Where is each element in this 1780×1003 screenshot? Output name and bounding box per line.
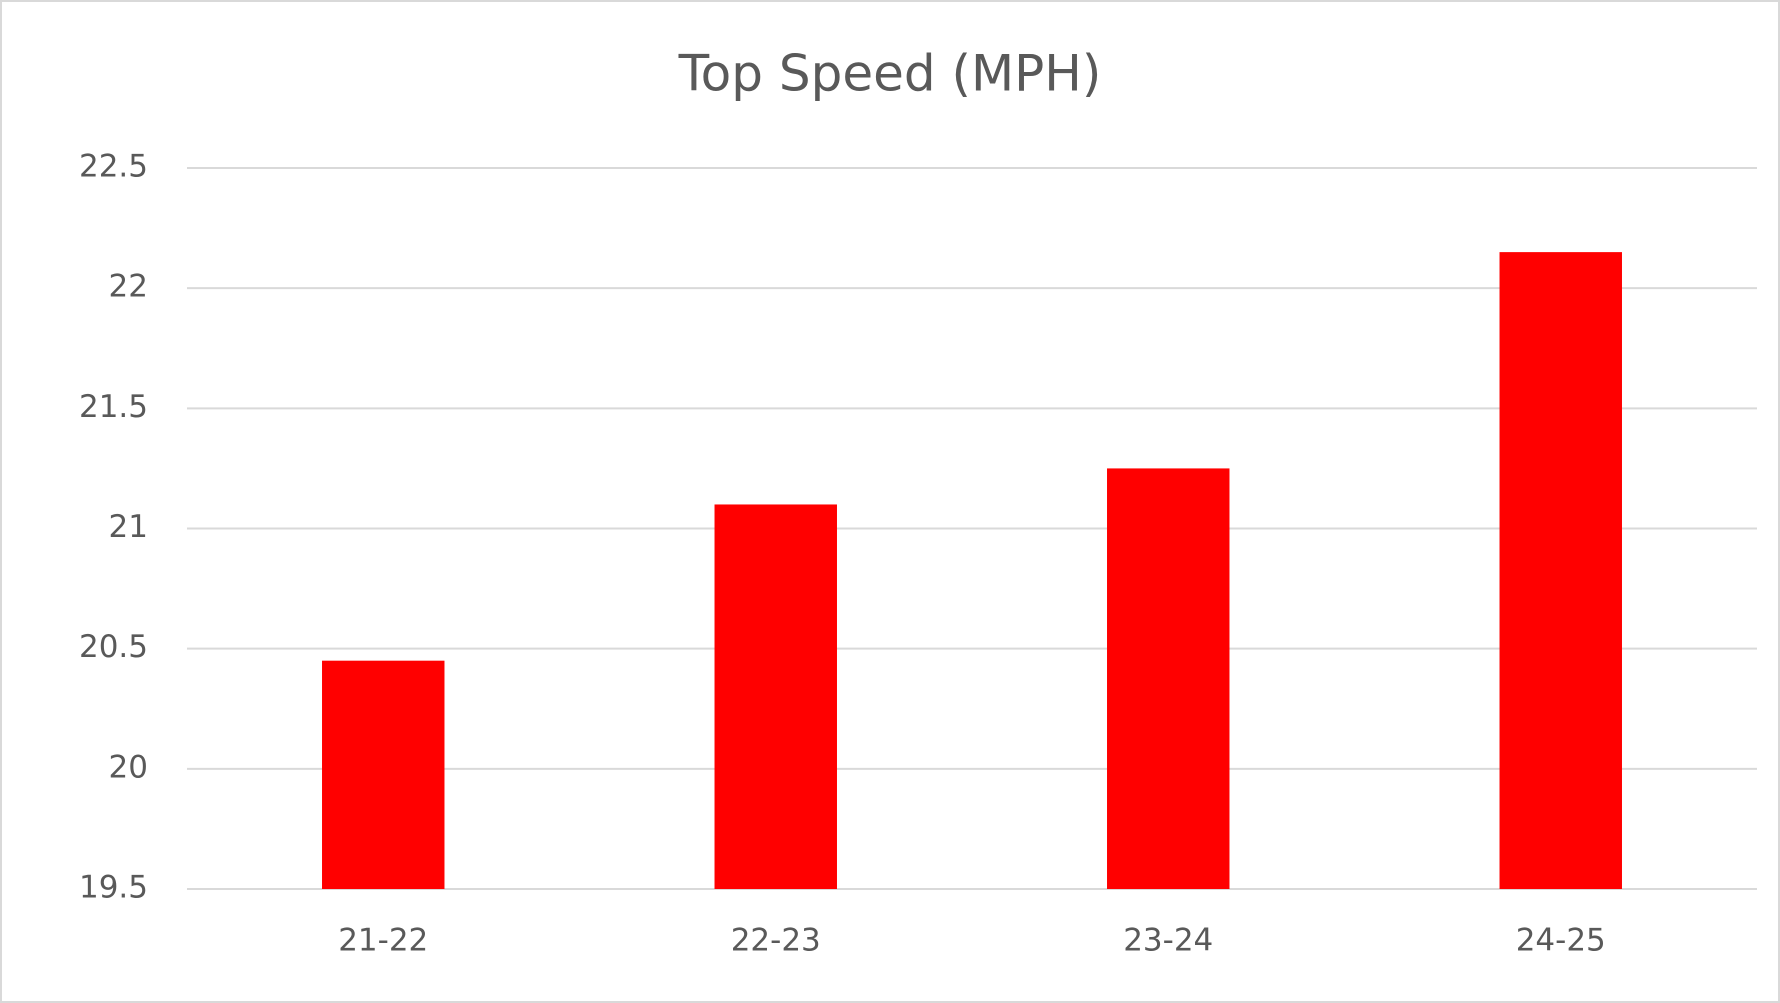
y-tick-label: 20.5 (79, 629, 148, 665)
y-tick-label: 21.5 (79, 389, 148, 425)
y-tick-label: 20 (109, 749, 148, 785)
y-tick-label: 22.5 (79, 149, 148, 185)
y-tick-label: 21 (109, 509, 148, 545)
y-tick-label: 19.5 (79, 870, 148, 906)
x-tick-label: 21-22 (338, 923, 428, 959)
y-tick-label: 22 (109, 269, 148, 305)
bar (322, 660, 445, 889)
bar (1499, 252, 1622, 889)
chart-title: Top Speed (MPH) (678, 45, 1102, 103)
bar (1107, 468, 1230, 889)
x-tick-label: 24-25 (1516, 923, 1606, 959)
bar (714, 504, 837, 889)
x-tick-label: 23-24 (1123, 923, 1213, 959)
x-tick-label: 22-23 (731, 923, 821, 959)
